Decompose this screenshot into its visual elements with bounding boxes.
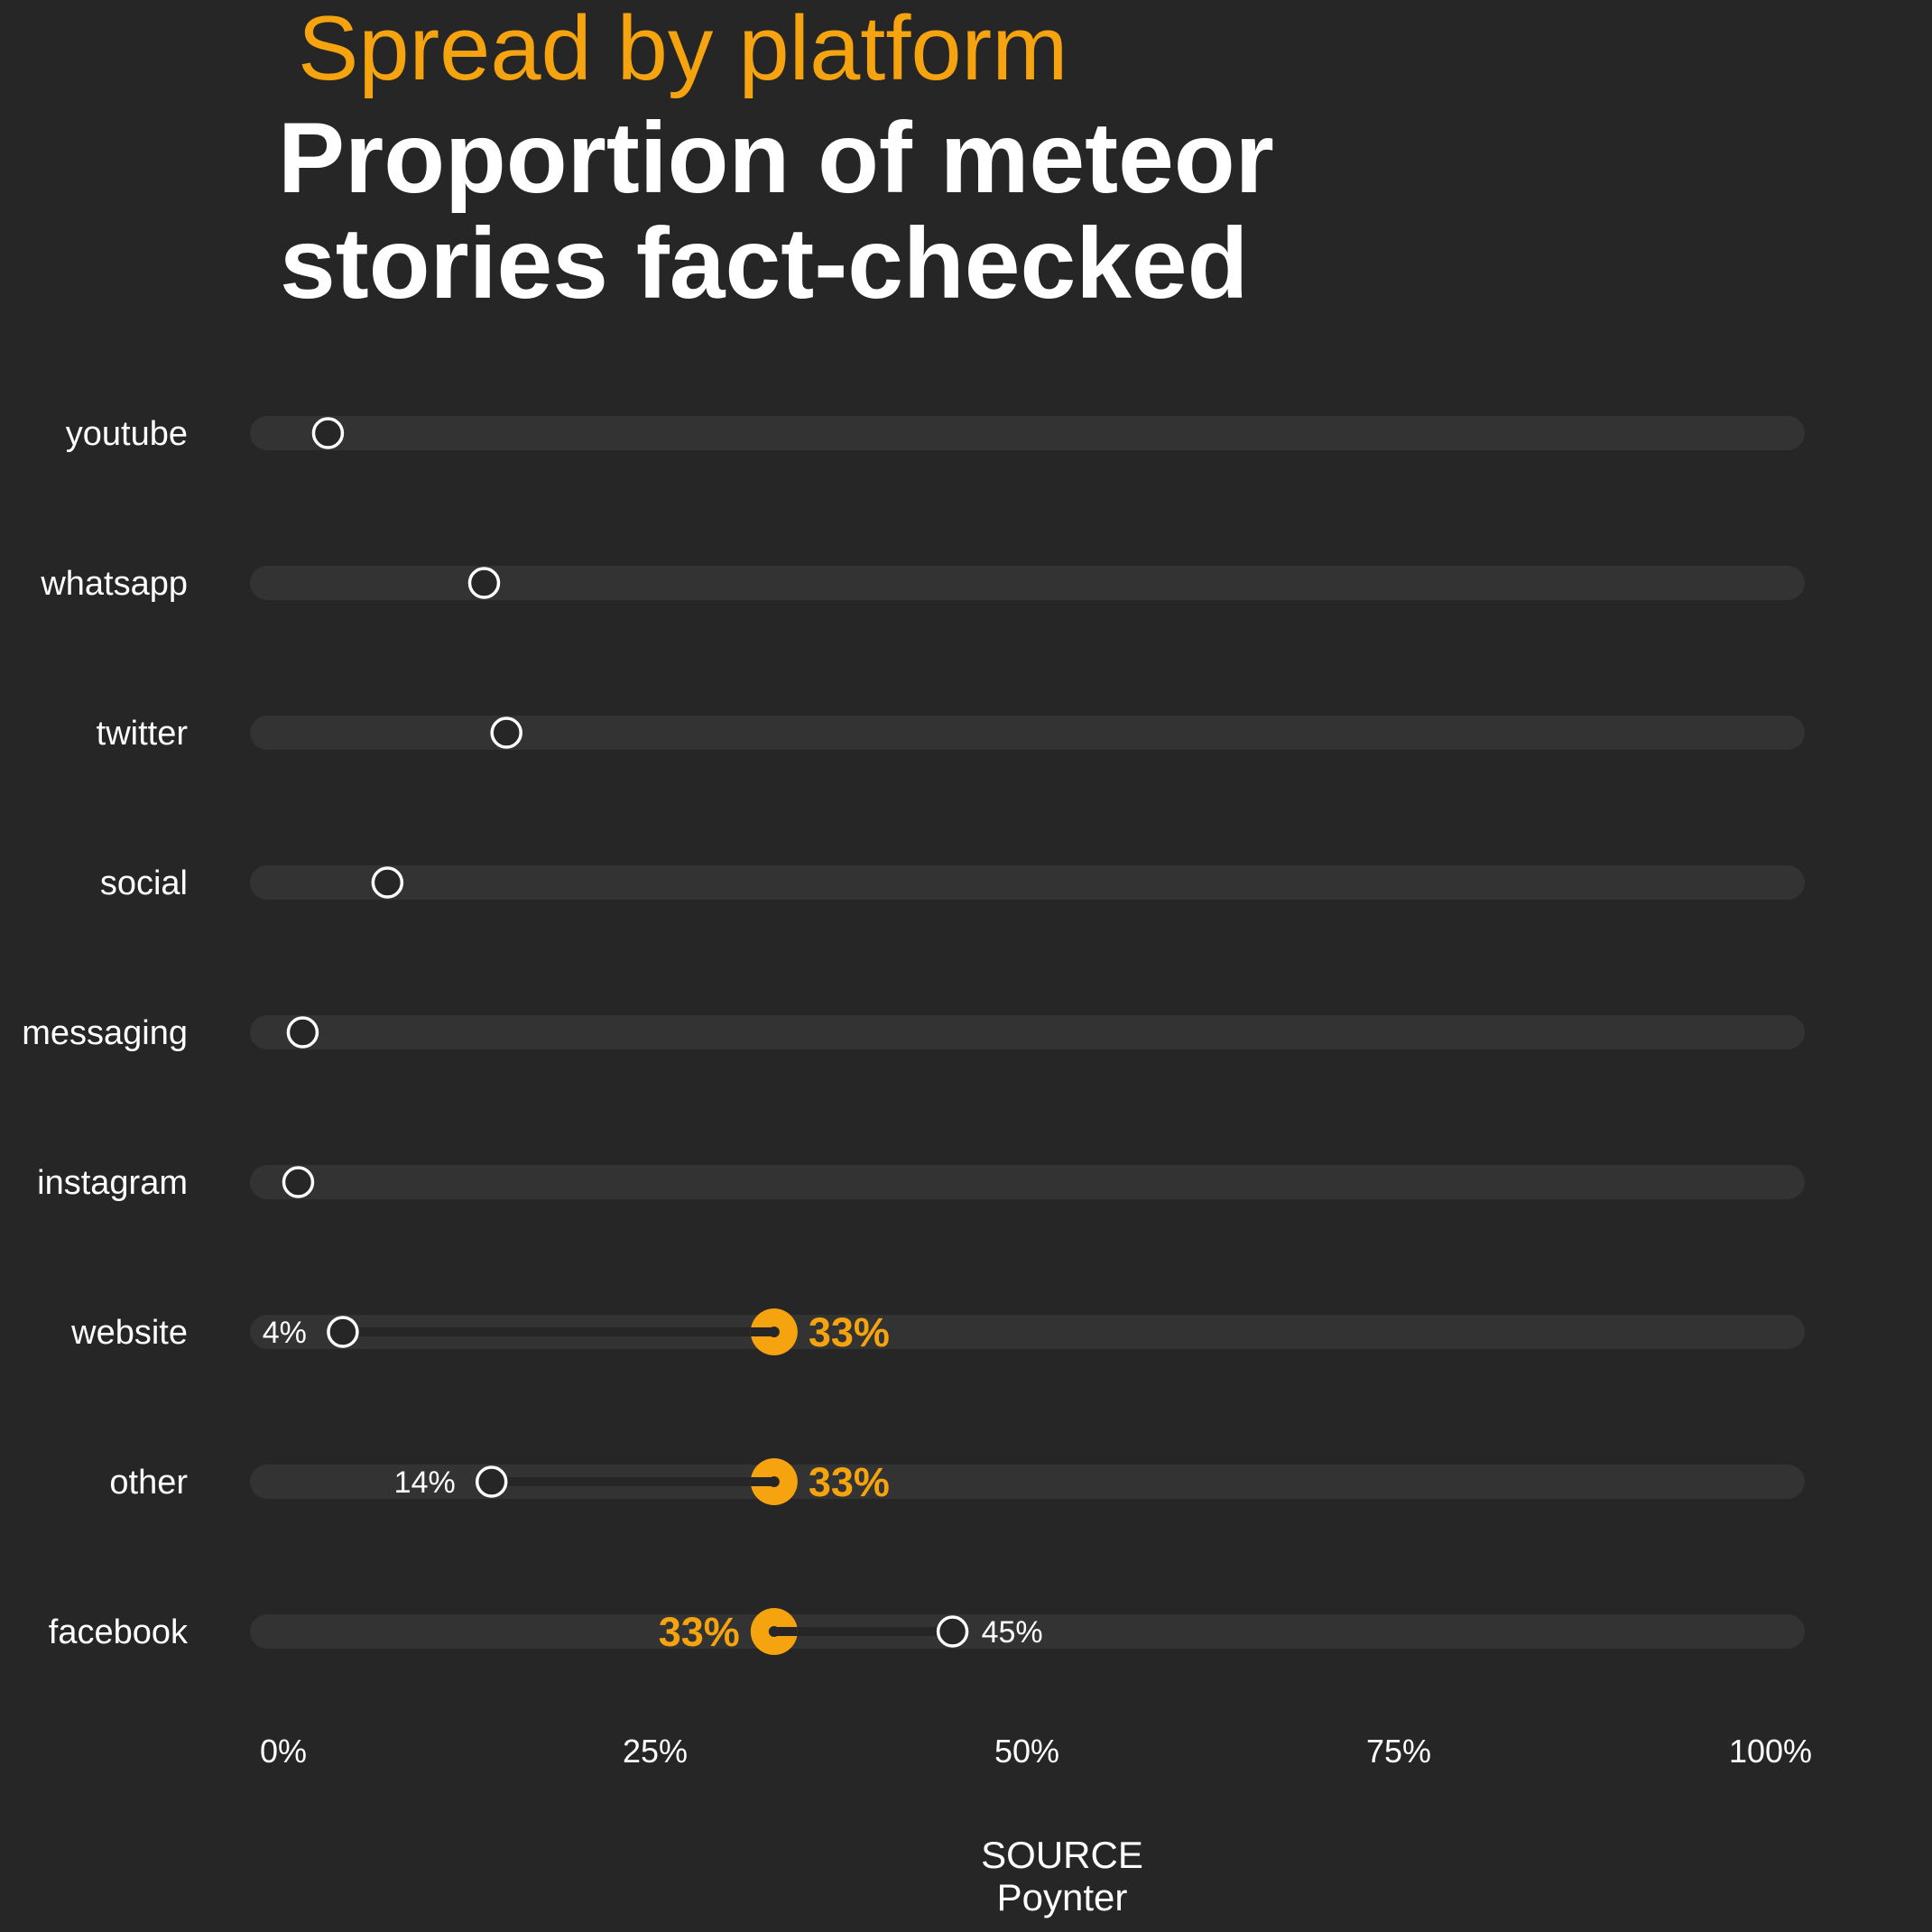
value-dot-whatsapp xyxy=(467,567,501,599)
x-tick-label: 75% xyxy=(1366,1733,1431,1770)
value-dot-twitter xyxy=(490,716,522,749)
category-label: facebook xyxy=(49,1613,189,1651)
reference-label-other: 33% xyxy=(809,1459,890,1505)
reference-center-facebook xyxy=(768,1626,780,1637)
value-dot-youtube xyxy=(311,417,345,449)
category-label: website xyxy=(70,1314,188,1352)
x-tick-label: 25% xyxy=(623,1733,688,1770)
reference-center-other xyxy=(768,1476,780,1487)
category-label: whatsapp xyxy=(40,565,188,603)
row-other: other 33% 14% xyxy=(109,1458,1805,1505)
value-dot-website xyxy=(327,1316,359,1348)
source-name: Poynter xyxy=(997,1876,1128,1918)
row-whatsapp: whatsapp xyxy=(40,565,1805,603)
category-label: youtube xyxy=(66,415,188,453)
x-axis: 0% 25% 50% 75% 100% xyxy=(260,1733,1812,1770)
row-instagram: instagram xyxy=(37,1164,1805,1202)
category-label: messaging xyxy=(22,1014,188,1052)
row-youtube: youtube xyxy=(66,415,1805,453)
row-facebook: facebook 33% 45% xyxy=(49,1608,1805,1655)
value-label-website: 4% xyxy=(263,1316,307,1350)
chart-rows: youtube whatsapp twitter social messaging ins… xyxy=(22,415,1805,1655)
reference-label-facebook: 33% xyxy=(659,1609,740,1655)
chart-title-line-2: stories fact-checked xyxy=(280,208,1248,319)
chart-subtitle: Spread by platform xyxy=(298,0,1068,99)
x-tick-label: 50% xyxy=(994,1733,1059,1770)
x-tick-label: 100% xyxy=(1729,1733,1812,1770)
source-heading: SOURCE xyxy=(981,1834,1143,1876)
value-label-facebook: 45% xyxy=(982,1615,1043,1650)
category-label: other xyxy=(109,1464,188,1502)
value-dot-social xyxy=(371,866,404,899)
value-dot-messaging xyxy=(286,1016,319,1049)
category-label: instagram xyxy=(37,1164,188,1202)
row-website: website 33% 4% xyxy=(70,1308,1805,1355)
chart-title-line-1: Proportion of meteor xyxy=(278,102,1274,214)
value-dot-facebook xyxy=(936,1615,969,1648)
value-label-other: 14% xyxy=(394,1465,456,1500)
value-dot-instagram xyxy=(282,1166,315,1198)
row-messaging: messaging xyxy=(22,1014,1805,1052)
category-label: twitter xyxy=(97,715,189,753)
category-label: social xyxy=(100,864,188,902)
value-dot-other xyxy=(475,1465,508,1498)
x-tick-label: 0% xyxy=(260,1733,307,1770)
row-twitter: twitter xyxy=(97,715,1805,753)
reference-center-website xyxy=(768,1327,780,1337)
reference-label-website: 33% xyxy=(809,1309,890,1355)
row-social: social xyxy=(100,864,1805,902)
